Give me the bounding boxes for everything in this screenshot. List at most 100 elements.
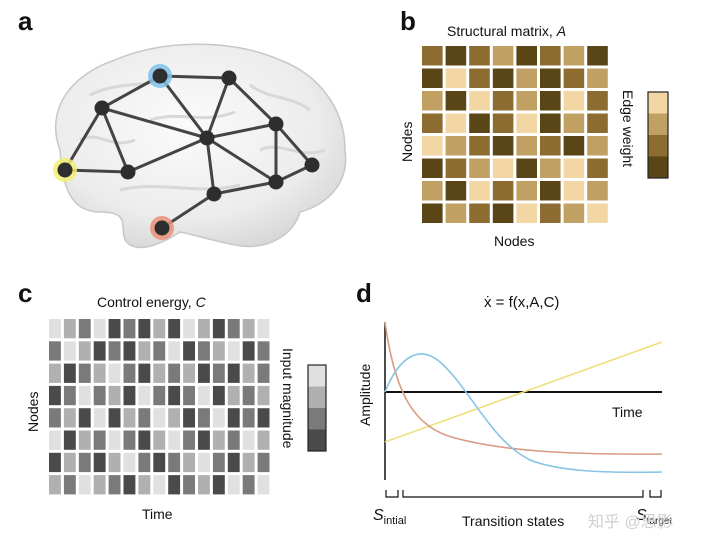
structural-matrix-cell-3-1	[445, 113, 467, 133]
structural-matrix-cell-6-5	[540, 181, 561, 201]
control-energy-cell-5-5	[123, 430, 136, 450]
control-energy-cell-0-7	[153, 319, 166, 339]
structural-matrix-cell-1-5	[540, 68, 561, 88]
control-energy-cell-7-2	[78, 475, 91, 495]
control-energy-title: Control energy, C	[97, 294, 206, 310]
structural-matrix-cell-0-3	[492, 46, 514, 66]
control-energy-cell-5-7	[153, 430, 166, 450]
input-magnitude-frame	[307, 364, 327, 452]
control-energy-cell-4-0	[49, 408, 61, 428]
control-energy-cell-1-14	[257, 341, 270, 361]
control-energy-cell-1-8	[168, 341, 181, 361]
control-energy-cell-6-3	[93, 452, 106, 473]
control-energy-cell-4-5	[123, 408, 136, 428]
network-node-n4	[199, 130, 215, 146]
control-energy-cell-4-1	[63, 408, 76, 428]
control-energy-cell-2-11	[212, 363, 225, 383]
control-energy-cell-1-2	[78, 341, 91, 361]
control-energy-cell-2-10	[198, 363, 210, 383]
network-edge-n2-n4	[205, 76, 231, 140]
control-energy-cell-2-5	[123, 363, 136, 383]
panel-letter-a: a	[18, 6, 33, 36]
edge-weight-legend	[647, 91, 669, 179]
structural-matrix-cell-7-3	[492, 203, 514, 223]
structural-matrix-cell-7-1	[445, 203, 467, 223]
structural-matrix-cell-6-2	[469, 181, 490, 201]
control-energy-cell-7-7	[153, 475, 166, 495]
control-energy-cell-0-0	[49, 319, 61, 339]
network-node-n7	[120, 164, 136, 180]
network-edge-n4-n5	[205, 122, 278, 140]
panel-letter-d: d	[356, 278, 372, 308]
control-energy-cell-4-9	[183, 408, 195, 428]
control-energy-cell-3-12	[227, 385, 240, 406]
control-energy-cell-1-9	[183, 341, 195, 361]
control-energy-cell-5-11	[212, 430, 225, 450]
structural-matrix-cell-5-3	[492, 158, 514, 178]
control-energy-cell-3-8	[168, 385, 181, 406]
structural-matrix-cell-2-7	[587, 91, 608, 111]
structural-matrix-cell-0-0	[422, 46, 443, 66]
control-energy-cell-3-6	[138, 385, 151, 406]
time-label: Time	[612, 404, 643, 420]
control-energy-cell-7-9	[183, 475, 195, 495]
structural-matrix-cell-2-3	[492, 91, 514, 111]
network-node-blue	[152, 68, 168, 84]
structural-matrix-cell-6-6	[563, 181, 585, 201]
structural-matrix-cell-1-7	[587, 68, 608, 88]
control-energy-cell-4-11	[212, 408, 225, 428]
network-edge-n8-n10	[212, 180, 278, 196]
control-energy-cell-7-14	[257, 475, 270, 495]
control-energy-cell-2-0	[49, 363, 61, 383]
network-edge-n5-n9	[274, 122, 314, 167]
control-energy-cell-3-9	[183, 385, 195, 406]
control-energy-cell-7-0	[49, 475, 61, 495]
structural-matrix-cell-0-5	[540, 46, 561, 66]
control-energy-cell-3-14	[257, 385, 270, 406]
bracket-transition	[402, 490, 644, 498]
control-energy-cell-7-5	[123, 475, 136, 495]
control-energy-cell-0-4	[108, 319, 121, 339]
control-energy-cell-5-9	[183, 430, 195, 450]
control-energy-cell-0-12	[227, 319, 240, 339]
structural-matrix-cell-7-2	[469, 203, 490, 223]
control-energy-cell-7-11	[212, 475, 225, 495]
control-energy-cell-1-0	[49, 341, 61, 361]
network-edge-n3-yellow	[63, 106, 104, 172]
blue-curve	[384, 353, 663, 474]
structural-matrix-cell-5-0	[422, 158, 443, 178]
control-energy-cell-7-1	[63, 475, 76, 495]
control-energy-cell-0-6	[138, 319, 151, 339]
control-energy-cell-2-4	[108, 363, 121, 383]
control-energy-cell-4-12	[227, 408, 240, 428]
edge-weight-swatch-3	[648, 156, 668, 178]
dynamics-equation: ẋ = f(x,A,C)	[484, 294, 560, 311]
control-energy-cell-5-1	[63, 430, 76, 450]
control-energy-cell-1-13	[242, 341, 255, 361]
control-energy-cell-1-6	[138, 341, 151, 361]
structural-matrix-cell-6-3	[492, 181, 514, 201]
control-energy-cell-6-4	[108, 452, 121, 473]
control-energy-cell-5-12	[227, 430, 240, 450]
structural-matrix-cell-0-4	[516, 46, 537, 66]
structural-matrix-cell-0-1	[445, 46, 467, 66]
orange-curve	[384, 321, 663, 455]
control-energy-cell-3-1	[63, 385, 76, 406]
control-energy-xlabel: Time	[142, 506, 173, 522]
control-energy-cell-4-7	[153, 408, 166, 428]
structural-matrix-cell-4-4	[516, 136, 537, 156]
structural-matrix-cell-1-2	[469, 68, 490, 88]
structural-matrix-cell-6-1	[445, 181, 467, 201]
structural-matrix-xlabel: Nodes	[494, 233, 535, 249]
network-edge-n3-n4	[100, 106, 209, 140]
control-energy-cell-6-13	[242, 452, 255, 473]
control-energy-cell-3-11	[212, 385, 225, 406]
control-energy-cell-4-10	[198, 408, 210, 428]
network-node-yellow	[57, 162, 73, 178]
control-energy-cell-6-12	[227, 452, 240, 473]
structural-matrix-cell-0-2	[469, 46, 490, 66]
control-energy-cell-5-2	[78, 430, 91, 450]
control-energy-cell-0-3	[93, 319, 106, 339]
network-edge-blue-n4	[158, 74, 209, 140]
edge-weight-swatch-0	[648, 92, 668, 114]
